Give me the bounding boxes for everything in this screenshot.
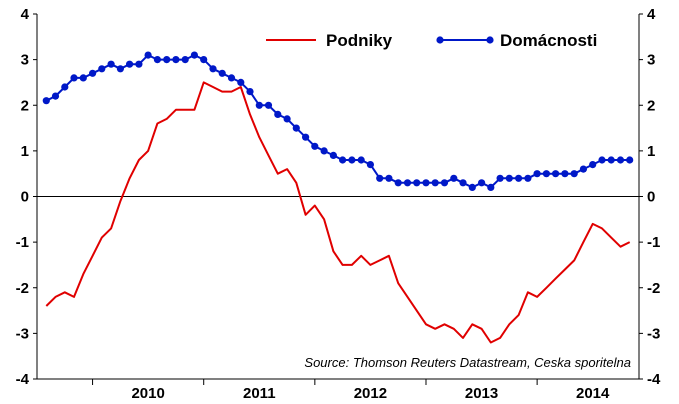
data-point <box>116 65 124 73</box>
data-point <box>283 115 291 123</box>
data-point <box>478 179 486 187</box>
y-tick-label-right: 2 <box>647 97 655 114</box>
y-tick-label-left: 0 <box>21 189 29 206</box>
y-tick-label-left: -2 <box>16 280 29 297</box>
data-point <box>542 170 551 178</box>
data-point <box>598 156 606 164</box>
data-point <box>496 174 504 182</box>
data-point <box>413 179 421 187</box>
data-point <box>70 74 78 82</box>
data-point <box>339 156 347 164</box>
y-tick-label-left: -1 <box>16 234 29 251</box>
data-point <box>348 156 356 164</box>
data-point <box>209 65 217 73</box>
data-point <box>218 69 226 77</box>
y-tick-label-right: -4 <box>647 371 661 388</box>
y-tick-label-right: -2 <box>647 280 660 297</box>
x-tick-label: 2012 <box>354 385 387 402</box>
y-tick-label-right: -3 <box>647 325 660 342</box>
data-point <box>366 161 374 169</box>
x-tick-label: 2013 <box>465 385 498 402</box>
x-tick-label: 2014 <box>576 385 610 402</box>
data-point <box>126 60 134 68</box>
data-point <box>89 69 97 77</box>
data-point <box>589 161 597 169</box>
axes: 4 4 3 3 2 2 1 1 0 0 -1 -1 -2 -2 -3 -3 -4 -4 2010 2011 2012 20… <box>16 6 661 402</box>
data-point <box>302 133 310 141</box>
data-point <box>61 83 69 91</box>
data-point <box>292 124 300 132</box>
series-line-2 <box>45 54 630 189</box>
data-point <box>422 179 430 187</box>
data-point <box>468 183 476 191</box>
data-point <box>505 174 513 182</box>
y-tick-label-right: 3 <box>647 52 655 69</box>
data-point <box>561 170 569 178</box>
data-point <box>385 174 393 182</box>
data-point <box>440 179 449 187</box>
data-point <box>579 165 588 173</box>
data-point <box>320 147 328 155</box>
data-point <box>376 174 384 182</box>
data-point <box>431 179 439 187</box>
data-point <box>98 65 106 73</box>
data-point <box>524 174 532 182</box>
y-tick-label-left: -3 <box>16 325 29 342</box>
y-tick-label-left: 1 <box>21 143 29 160</box>
y-tick-label-left: 4 <box>21 6 30 23</box>
y-tick-label-left: -4 <box>16 371 30 388</box>
data-point <box>255 101 263 109</box>
data-point <box>274 110 282 118</box>
data-point <box>107 60 115 68</box>
data-point <box>570 170 578 178</box>
data-point <box>264 101 273 109</box>
data-point <box>79 74 87 82</box>
data-point <box>190 51 198 59</box>
y-tick-label-right: 0 <box>647 189 655 206</box>
legend-label-1: Podniky <box>326 31 393 50</box>
data-point <box>51 92 60 100</box>
data-point <box>135 60 143 68</box>
legend-marker-2b <box>486 36 494 44</box>
series-layer <box>42 51 634 344</box>
legend-marker-2a <box>436 36 444 44</box>
legend: Podniky Domácnosti <box>266 31 597 50</box>
y-tick-label-left: 3 <box>21 52 29 69</box>
data-point <box>515 174 523 182</box>
data-point <box>42 97 50 105</box>
source-note: Source: Thomson Reuters Datastream, Cesk… <box>304 355 631 370</box>
data-point <box>616 156 625 164</box>
data-point <box>329 151 337 159</box>
data-point <box>357 156 365 164</box>
data-point <box>403 179 412 187</box>
legend-label-2: Domácnosti <box>500 31 597 50</box>
y-tick-label-right: 4 <box>647 6 656 23</box>
data-point <box>394 179 402 187</box>
data-point <box>144 51 152 59</box>
data-point <box>459 179 467 187</box>
data-point <box>237 78 245 86</box>
x-tick-label: 2010 <box>131 385 164 402</box>
y-tick-label-left: 2 <box>21 97 29 114</box>
data-point <box>552 170 560 178</box>
data-point <box>311 142 319 150</box>
data-point <box>181 56 189 64</box>
x-tick-label: 2011 <box>243 385 276 402</box>
data-point <box>533 170 541 178</box>
data-point <box>607 156 615 164</box>
data-point <box>153 56 161 64</box>
series-line-1 <box>45 81 631 344</box>
data-point <box>246 88 254 96</box>
data-point <box>163 56 171 64</box>
data-point <box>172 56 180 64</box>
y-tick-label-right: 1 <box>647 143 655 160</box>
data-point <box>450 174 458 182</box>
data-point <box>200 56 208 64</box>
data-point <box>626 156 634 164</box>
data-point <box>487 183 495 191</box>
data-point <box>227 74 236 82</box>
y-tick-label-right: -1 <box>647 234 660 251</box>
